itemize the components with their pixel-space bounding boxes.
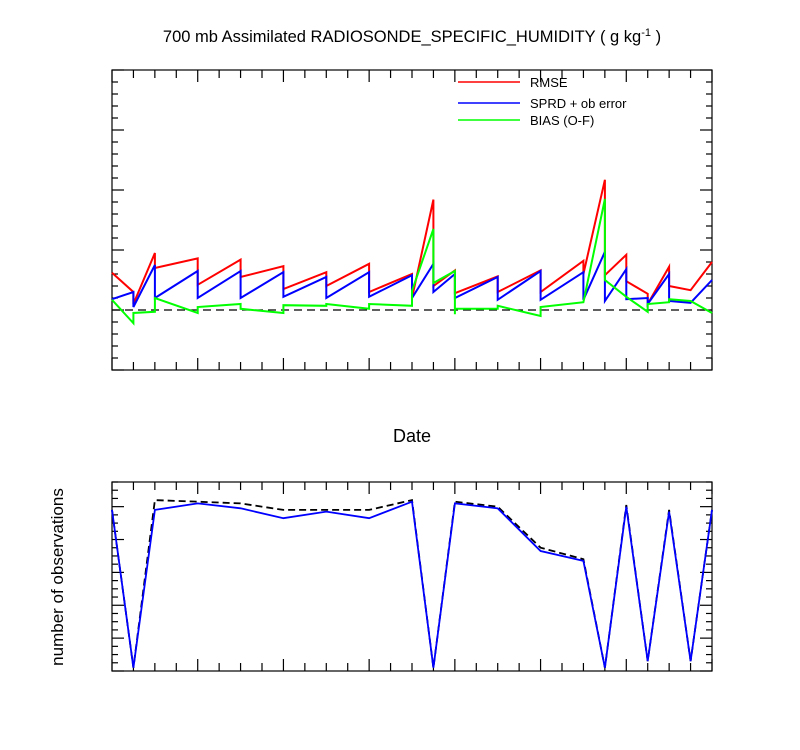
x-axis-label: Date	[393, 426, 431, 446]
series-line-sprd-ob-error	[111, 251, 713, 308]
series-line-assimilated	[111, 500, 713, 668]
legend-label-rmse: RMSE	[530, 75, 568, 90]
legend-label-bias: BIAS (O-F)	[530, 113, 594, 128]
top-panel: Date RMSE SPRD + ob error BIAS (O-F)	[111, 69, 713, 446]
chart-title-superscript: -1	[641, 27, 651, 39]
chart-title-main: 700 mb Assimilated RADIOSONDE_SPECIFIC_H…	[163, 28, 641, 46]
series-line-possible	[111, 499, 713, 668]
chart-title: 700 mb Assimilated RADIOSONDE_SPECIFIC_H…	[163, 27, 661, 46]
bottom-panel: number of observations	[48, 481, 713, 672]
legend-label-sprd: SPRD + ob error	[530, 96, 627, 111]
y-axis-label-observations: number of observations	[48, 488, 67, 666]
bottom-series-lines	[111, 499, 713, 668]
series-line-bias-o-f	[111, 198, 713, 326]
bottom-plot-frame	[111, 481, 713, 672]
legend: RMSE SPRD + ob error BIAS (O-F)	[458, 75, 627, 128]
top-tick-marks	[111, 69, 713, 371]
chart-title-end: )	[651, 28, 661, 46]
bottom-tick-marks	[111, 481, 713, 672]
top-plot-frame	[111, 69, 713, 371]
top-series-lines	[111, 179, 713, 326]
